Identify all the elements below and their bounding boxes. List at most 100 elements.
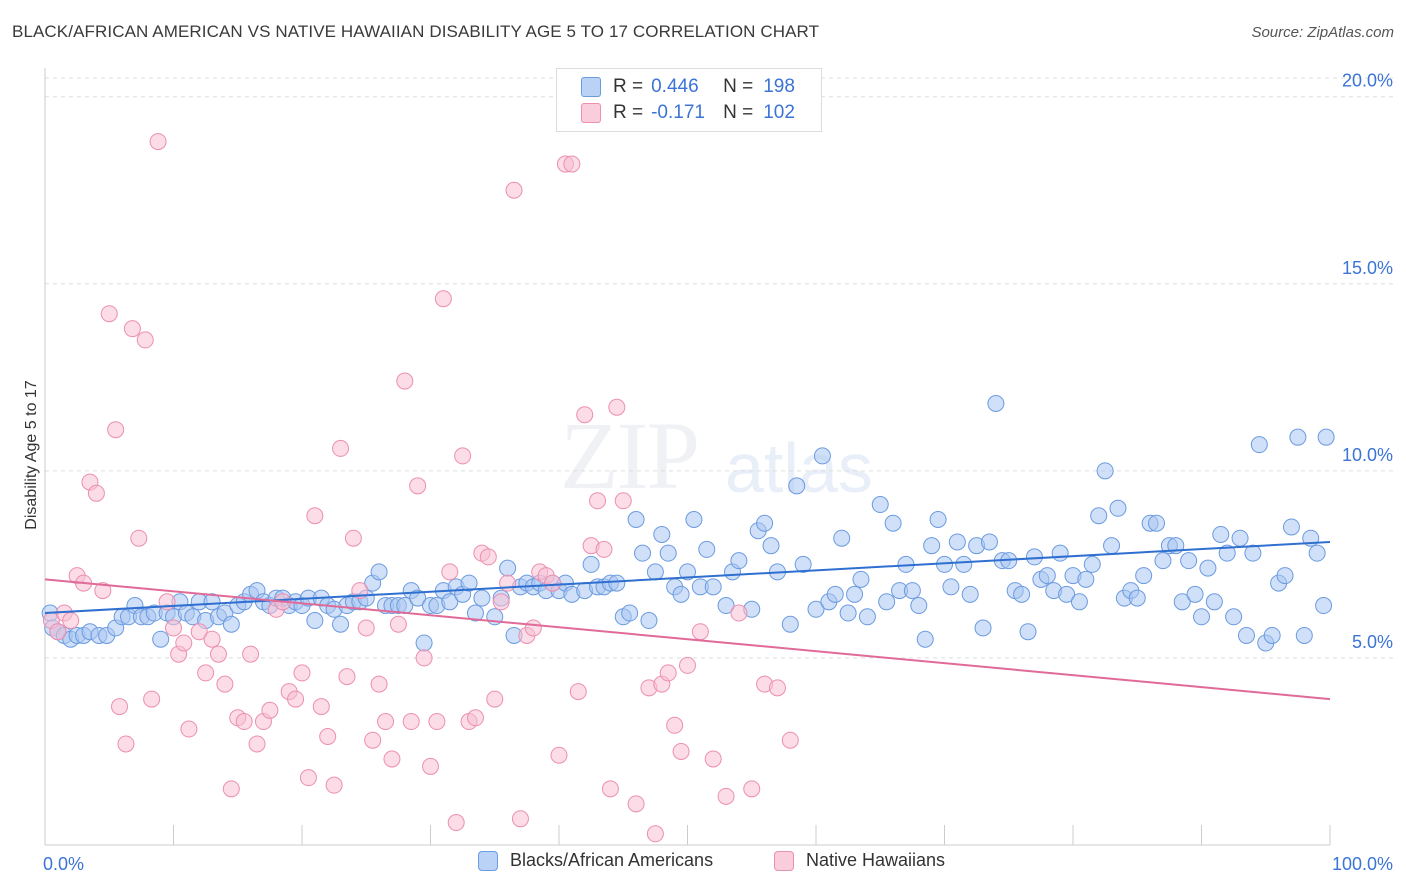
blacks-point — [460, 574, 478, 592]
blacks-point — [871, 496, 889, 514]
hawaiians-point — [505, 181, 523, 199]
blacks-point — [852, 570, 870, 588]
blacks-point — [679, 563, 696, 581]
blacks-point — [1103, 537, 1121, 555]
blacks-point — [717, 597, 735, 615]
blacks-point — [1128, 589, 1146, 607]
hawaiians-point — [576, 406, 594, 424]
n-value: 102 — [763, 102, 795, 123]
hawaiians-point — [646, 825, 664, 843]
hawaiians-point — [428, 713, 446, 731]
blacks-point — [685, 510, 703, 528]
blacks-point — [878, 593, 896, 611]
hawaiians-point — [569, 683, 587, 701]
blacks-point — [222, 615, 240, 633]
blacks-point — [415, 634, 433, 652]
hawaiians-point — [306, 507, 324, 525]
blacks-point — [646, 563, 664, 581]
blacks-point — [608, 574, 626, 592]
r-label: R = — [613, 76, 644, 97]
legend-row-blacks: R = 0.446 N = 198 — [581, 75, 795, 99]
legend-label-hawaiians: Native Hawaiians — [806, 850, 946, 870]
hawaiians-point — [261, 701, 279, 719]
legend-item-blacks[interactable]: Blacks/African Americans — [478, 850, 713, 871]
hawaiians-point — [486, 690, 504, 708]
n-value: 198 — [763, 76, 795, 97]
hawaiians-point — [180, 720, 198, 738]
hawaiians-point — [123, 320, 141, 338]
hawaiians-point — [62, 612, 80, 630]
hawaiians-point — [370, 675, 388, 693]
hawaiians-point — [94, 582, 112, 600]
blacks-point — [370, 563, 388, 581]
blacks-point — [1148, 514, 1166, 532]
legend-swatch-pink — [774, 850, 794, 871]
blacks-point — [1025, 548, 1043, 566]
blacks-point — [833, 529, 851, 547]
hawaiians-point — [364, 731, 382, 749]
hawaiians-point — [563, 155, 581, 173]
hawaiians-point — [659, 664, 677, 682]
hawaiians-point — [287, 690, 305, 708]
blacks-point — [1199, 559, 1217, 577]
source-label: Source: ZipAtlas.com — [1251, 24, 1394, 41]
hawaiians-point — [357, 619, 375, 637]
hawaiians-point — [319, 727, 337, 745]
blacks-point — [1013, 585, 1031, 603]
legend-label-blacks: Blacks/African Americans — [510, 850, 714, 870]
blacks-point — [762, 537, 780, 555]
blacks-point — [1193, 608, 1210, 626]
hawaiians-point — [409, 477, 427, 495]
hawaiians-point — [312, 698, 330, 716]
blacks-point — [1263, 626, 1281, 644]
legend-item-hawaiians[interactable]: Native Hawaiians — [774, 850, 945, 871]
hawaiians-point — [248, 735, 266, 753]
blacks-point — [1205, 593, 1223, 611]
chart-title: BLACK/AFRICAN AMERICAN VS NATIVE HAWAIIA… — [12, 22, 820, 41]
hawaiians-point — [203, 630, 221, 648]
hawaiians-point — [743, 780, 761, 798]
blacks-point — [1308, 544, 1326, 562]
hawaiians-point — [466, 709, 484, 727]
hawaiians-point — [396, 372, 414, 390]
hawaiians-point — [415, 649, 433, 667]
hawaiians-point — [524, 619, 542, 637]
hawaiians-point — [143, 690, 161, 708]
legend-swatch-pink — [581, 103, 601, 123]
hawaiians-point — [672, 742, 690, 760]
hawaiians-point — [338, 668, 356, 686]
hawaiians-point — [299, 769, 317, 787]
hawaiians-point — [454, 447, 472, 465]
hawaiians-point — [511, 810, 529, 828]
blacks-point — [1276, 567, 1294, 585]
hawaiians-point — [344, 529, 362, 547]
hawaiians-point — [87, 484, 105, 502]
hawaiians-point — [49, 623, 67, 641]
hawaiians-point — [704, 750, 722, 768]
n-label: N = — [723, 76, 754, 97]
blacks-point — [1090, 507, 1108, 525]
blacks-point — [1077, 570, 1095, 588]
blacks-point — [980, 533, 998, 551]
hawaiians-point — [332, 439, 350, 457]
blacks-point — [1225, 608, 1243, 626]
blacks-point — [813, 447, 831, 465]
hawaiians-point — [222, 780, 240, 798]
blacks-point — [1218, 544, 1236, 562]
blacks-point — [203, 593, 221, 611]
blacks-point — [473, 589, 491, 607]
legend-swatch-blue — [581, 77, 601, 97]
tick-label-layer: 5.0% 10.0% 15.0% 20.0% 0.0% 100.0% — [43, 71, 1393, 874]
hawaiians-point — [717, 787, 735, 805]
hawaiians-point — [216, 675, 234, 693]
blacks-point — [839, 604, 857, 622]
hawaiians-point — [402, 713, 420, 731]
r-label: R = — [613, 102, 644, 123]
blacks-point — [466, 604, 484, 622]
blacks-point — [1058, 585, 1076, 603]
blacks-point — [1212, 525, 1230, 543]
blacks-point — [332, 615, 350, 633]
hawaiians-trend-line — [44, 578, 1331, 701]
n-label: N = — [723, 102, 754, 123]
hawaiians-point — [768, 679, 786, 697]
